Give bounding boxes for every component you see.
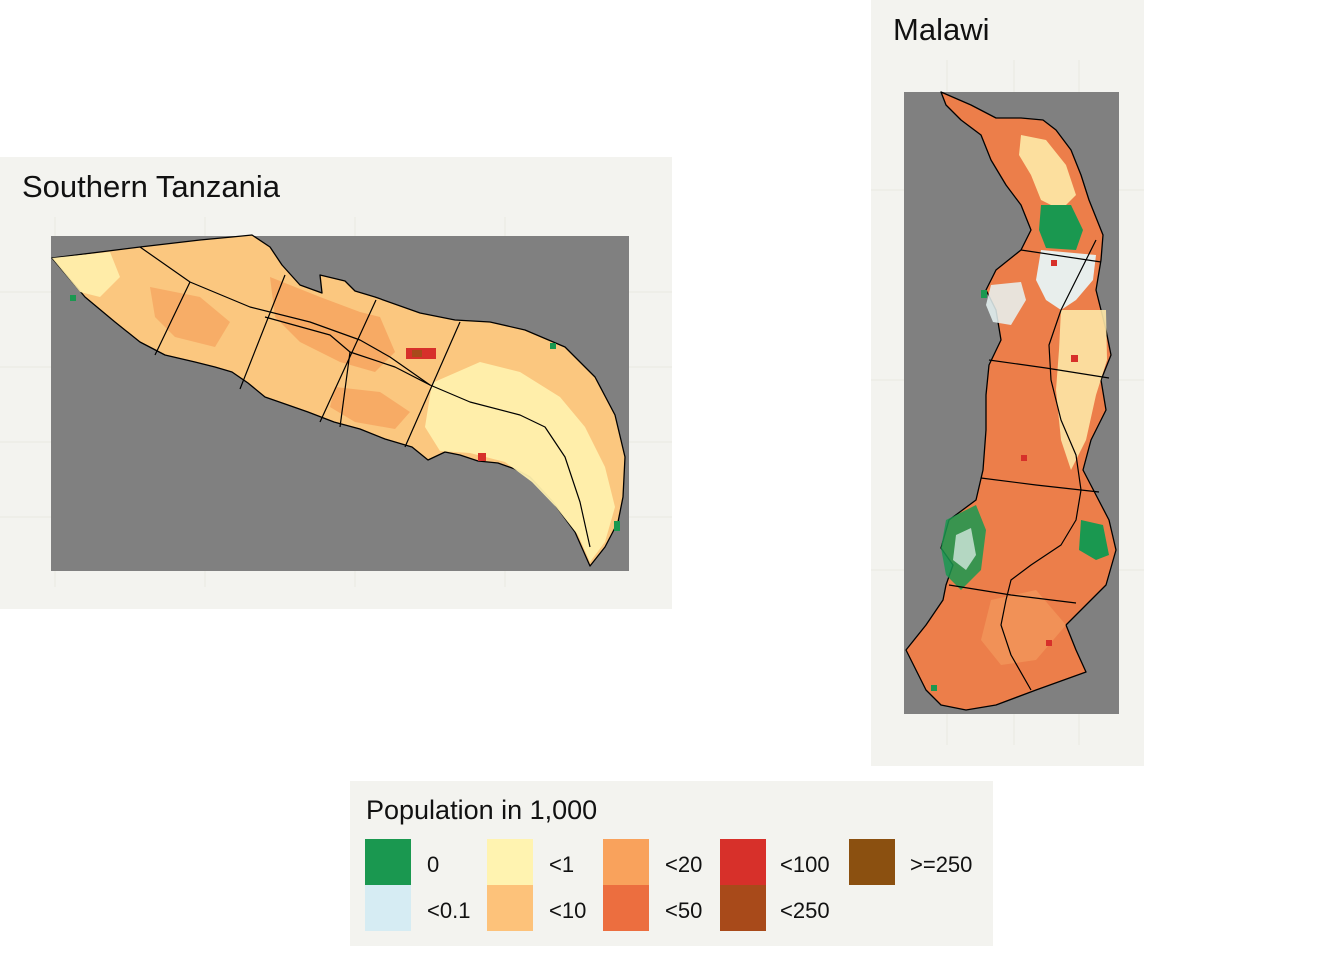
malawi-urban-spot-4 <box>1021 455 1027 461</box>
malawi-north-green-area <box>1039 205 1083 250</box>
legend-swatch-0 <box>365 839 411 885</box>
tanzania-low-density-west <box>52 252 120 297</box>
legend-swatch-20 <box>603 839 649 885</box>
legend-swatch-1 <box>487 839 533 885</box>
malawi-southwest-low-density <box>953 528 976 570</box>
legend-label-gte-250: >=250 <box>910 852 973 877</box>
malawi-urban-spot <box>1071 355 1078 362</box>
tanzania-map-title: Southern Tanzania <box>22 169 280 204</box>
malawi-region-boundaries <box>948 239 1110 691</box>
legend-swatch-100 <box>720 839 766 885</box>
tanzania-urban-spot <box>478 453 486 461</box>
legend-label-1: <1 <box>549 852 575 877</box>
tanzania-medium-density-patch-2 <box>150 287 230 347</box>
malawi-urban-spot-3 <box>1046 640 1052 646</box>
malawi-southeast-green-area <box>1079 520 1109 560</box>
tanzania-urban-cluster-core <box>412 350 422 357</box>
malawi-map-panel: Malawi <box>871 0 1144 766</box>
malawi-north-mixed-area <box>1019 135 1076 210</box>
malawi-density-highlights <box>931 135 1109 691</box>
tanzania-medium-density-patch <box>270 277 395 372</box>
legend-swatch-10 <box>487 885 533 931</box>
malawi-central-strip <box>1056 310 1107 470</box>
malawi-map <box>871 60 1144 745</box>
malawi-green-pixel-2 <box>981 290 987 298</box>
tanzania-map-panel: Southern Tanzania <box>0 157 672 609</box>
legend-label-0.1: <0.1 <box>427 898 471 923</box>
legend-label-250: <250 <box>780 898 830 923</box>
tanzania-map <box>0 217 672 587</box>
malawi-map-title: Malawi <box>893 12 990 47</box>
tanzania-medium-density-patch-3 <box>330 387 410 429</box>
legend-label-10: <10 <box>549 898 587 923</box>
tanzania-density-highlights <box>52 252 620 562</box>
legend-swatch-0.1 <box>365 885 411 931</box>
tanzania-green-pixel-2 <box>550 343 556 349</box>
tanzania-green-pixel <box>614 521 620 531</box>
legend-label-0: 0 <box>427 852 440 877</box>
tanzania-region-boundaries <box>139 246 591 548</box>
legend-swatch-250 <box>720 885 766 931</box>
legend-label-100: <100 <box>780 852 830 877</box>
malawi-central-low-density <box>986 282 1026 325</box>
malawi-green-pixel <box>931 685 937 691</box>
legend-swatch-50 <box>603 885 649 931</box>
legend-label-50: <50 <box>665 898 703 923</box>
malawi-south-lower-density <box>981 590 1066 665</box>
legend: Population in 1,000 0 <0.1 <1 <10 <20 <5… <box>350 781 993 946</box>
legend-title: Population in 1,000 <box>366 795 598 825</box>
tanzania-green-pixel-3 <box>70 295 76 301</box>
legend-label-20: <20 <box>665 852 703 877</box>
legend-swatch-gte-250 <box>849 839 895 885</box>
malawi-urban-spot-2 <box>1051 260 1057 266</box>
tanzania-low-density-area <box>425 362 615 562</box>
